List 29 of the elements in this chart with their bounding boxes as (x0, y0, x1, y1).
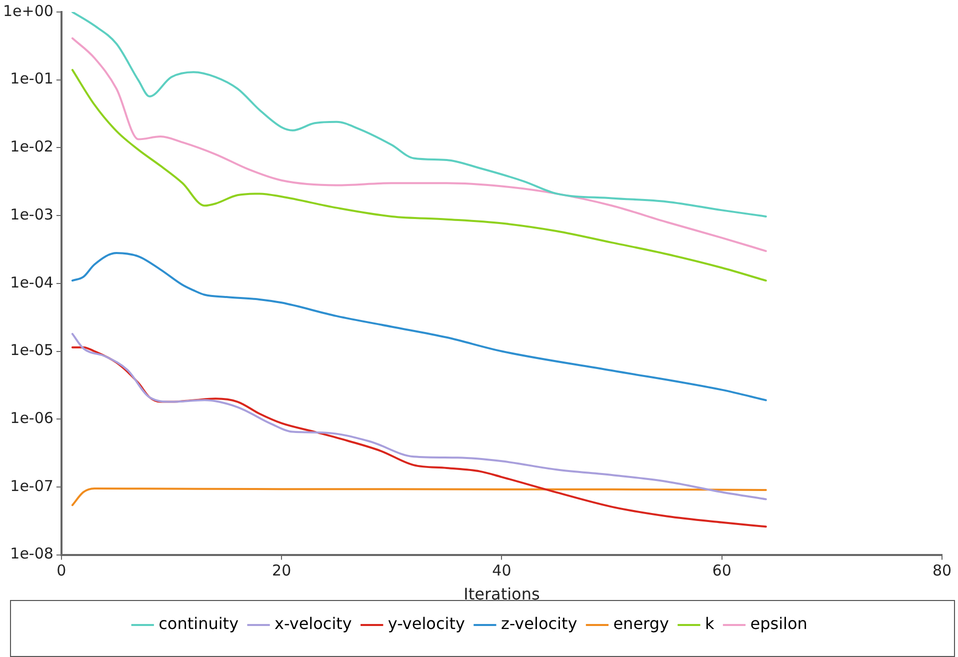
line-series (71, 487, 767, 506)
y-tick-label: 1e-08 (10, 544, 54, 563)
x-tick-label: 20 (272, 562, 292, 580)
legend-label: z-velocity (500, 614, 578, 634)
legend-label: x-velocity (274, 614, 352, 634)
y-tick-label: 1e-07 (10, 476, 54, 495)
line-series (71, 332, 767, 500)
legend-label: k (704, 614, 715, 634)
line-series (71, 346, 767, 528)
legend-label: y-velocity (388, 614, 465, 634)
legend-label: energy (613, 614, 669, 634)
line-series (71, 12, 767, 218)
y-tick-label: 1e+00 (2, 2, 54, 20)
y-tick-label: 1e-02 (10, 138, 54, 156)
x-tick-label: 80 (932, 562, 952, 580)
line-series (71, 252, 767, 402)
y-tick-label: 1e-03 (10, 205, 54, 224)
x-tick-label: 0 (56, 562, 66, 580)
line-series (71, 37, 767, 252)
line-series (71, 68, 767, 282)
y-tick-label: 1e-05 (10, 341, 54, 360)
y-tick-label: 1e-04 (10, 273, 54, 292)
x-axis-title: Iterations (464, 584, 540, 604)
x-tick-label: 40 (492, 562, 512, 580)
y-tick-label: 1e-01 (10, 70, 54, 88)
x-tick-label: 60 (712, 562, 732, 580)
y-tick-label: 1e-06 (10, 408, 54, 427)
legend-label: epsilon (750, 614, 808, 634)
legend-label: continuity (158, 614, 239, 634)
